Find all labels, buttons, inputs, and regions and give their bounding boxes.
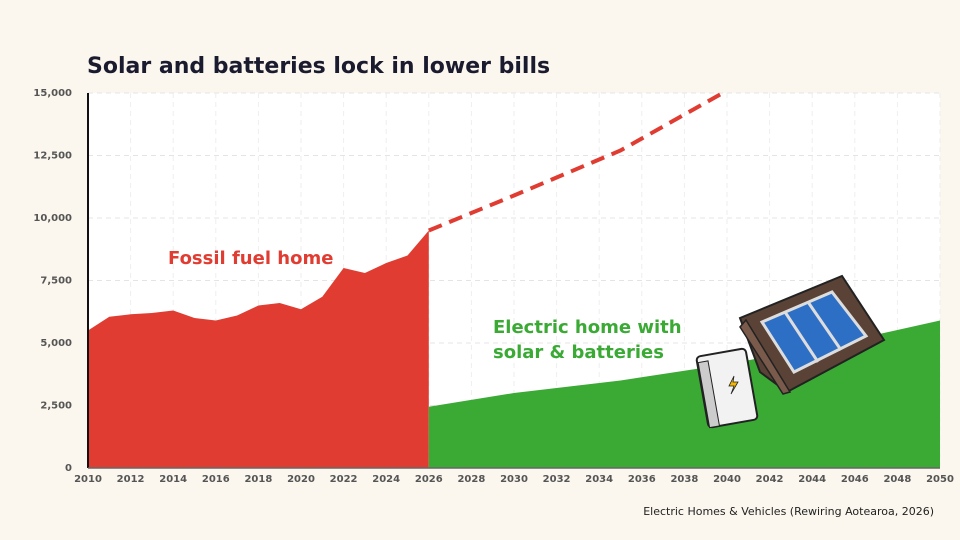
x-tick-label: 2022 bbox=[330, 474, 358, 485]
y-tick-label: 5,000 bbox=[40, 338, 72, 349]
projection-line bbox=[428, 91, 724, 233]
x-tick-label: 2026 bbox=[415, 474, 443, 485]
y-tick-label: 12,500 bbox=[33, 151, 72, 162]
annotation: Fossil fuel home bbox=[168, 248, 333, 269]
x-tick-label: 2048 bbox=[883, 474, 911, 485]
x-tick-label: 2030 bbox=[500, 474, 528, 485]
x-tick-label: 2014 bbox=[159, 474, 187, 485]
x-tick-label: 2034 bbox=[585, 474, 613, 485]
annotation: Electric home with bbox=[493, 317, 682, 338]
area bbox=[88, 230, 429, 468]
x-tick-label: 2028 bbox=[457, 474, 485, 485]
x-tick-label: 2032 bbox=[543, 474, 571, 485]
x-tick-label: 2020 bbox=[287, 474, 315, 485]
y-tick-label: 7,500 bbox=[40, 276, 72, 287]
y-tick-label: 15,000 bbox=[33, 88, 72, 99]
x-tick-label: 2046 bbox=[841, 474, 869, 485]
x-tick-label: 2018 bbox=[244, 474, 272, 485]
x-tick-label: 2024 bbox=[372, 474, 400, 485]
x-tick-label: 2016 bbox=[202, 474, 230, 485]
x-tick-label: 2038 bbox=[670, 474, 698, 485]
x-tick-label: 2044 bbox=[798, 474, 826, 485]
y-tick-label: 0 bbox=[65, 463, 72, 474]
y-tick-label: 10,000 bbox=[33, 213, 72, 224]
source: Electric Homes & Vehicles (Rewiring Aote… bbox=[643, 505, 934, 518]
x-tick-label: 2010 bbox=[74, 474, 102, 485]
house-illustration bbox=[695, 274, 886, 429]
x-tick-label: 2050 bbox=[926, 474, 954, 485]
x-tick-label: 2042 bbox=[756, 474, 784, 485]
y-tick-label: 2,500 bbox=[40, 401, 72, 412]
annotation: solar & batteries bbox=[493, 342, 664, 363]
chart-title: Solar and batteries lock in lower bills bbox=[87, 54, 550, 79]
x-tick-label: 2036 bbox=[628, 474, 656, 485]
x-tick-label: 2012 bbox=[117, 474, 145, 485]
x-tick-label: 2040 bbox=[713, 474, 741, 485]
